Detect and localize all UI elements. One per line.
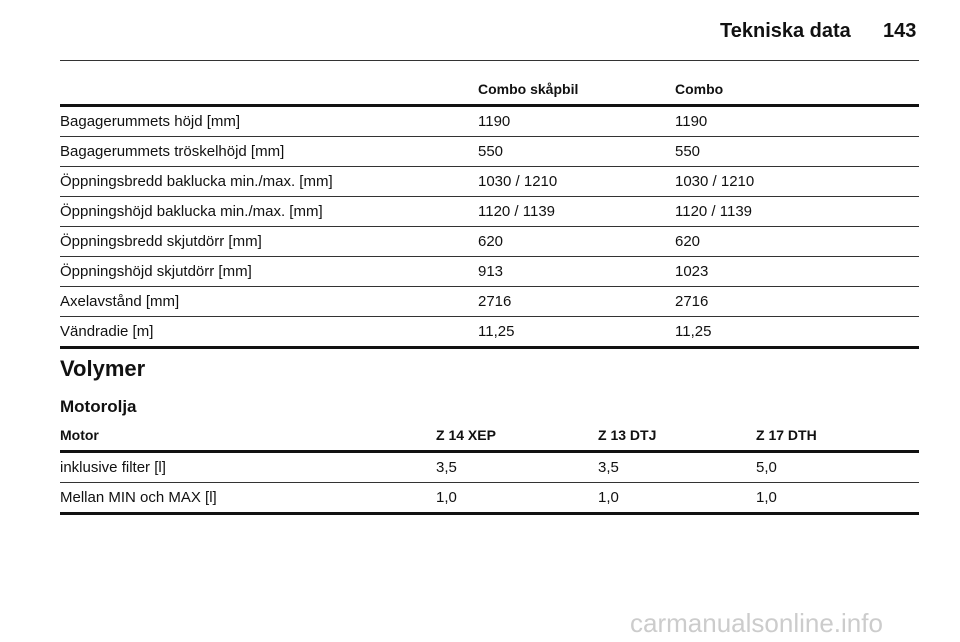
- rule: [60, 60, 919, 61]
- header-title: Tekniska data: [720, 20, 851, 42]
- cell: inklusive filter [l]: [60, 451, 436, 483]
- cell: 2716: [675, 286, 919, 317]
- cell: Vändradie [m]: [60, 316, 478, 349]
- cell: 1,0: [598, 482, 756, 515]
- cell: 1120 / 1139: [478, 196, 675, 227]
- cell: 1023: [675, 256, 919, 287]
- cell: 913: [478, 256, 675, 287]
- section-title: Volymer: [60, 356, 146, 381]
- cell: 1030 / 1210: [675, 166, 919, 197]
- cell: 620: [675, 226, 919, 257]
- subsection-title: Motorolja: [60, 397, 137, 416]
- column-header: Z 14 XEP: [436, 420, 598, 453]
- table: Motor Z 14 XEP Z 13 DTJ Z 17 DTH inklusive f…: [60, 420, 919, 515]
- column-header: Combo: [675, 74, 919, 107]
- cell: 5,0: [756, 451, 919, 483]
- column-header: [60, 74, 478, 107]
- cell: 3,5: [598, 451, 756, 483]
- cell: 1,0: [436, 482, 598, 515]
- column-header: Combo skåpbil: [478, 74, 675, 107]
- column-header: Motor: [60, 420, 436, 453]
- cell: Bagagerummets tröskelhöjd [mm]: [60, 136, 478, 167]
- cell: 550: [478, 136, 675, 167]
- cell: Öppningsbredd baklucka min./max. [mm]: [60, 166, 478, 197]
- page-number: 143: [883, 20, 917, 42]
- cell: 620: [478, 226, 675, 257]
- column-header: Z 17 DTH: [756, 420, 919, 453]
- cell: 2716: [478, 286, 675, 317]
- cell: Bagagerummets höjd [mm]: [60, 105, 478, 137]
- cell: 1120 / 1139: [675, 196, 919, 227]
- cell: 1030 / 1210: [478, 166, 675, 197]
- cell: Öppningshöjd skjutdörr [mm]: [60, 256, 478, 287]
- cell: 550: [675, 136, 919, 167]
- cell: 1190: [675, 105, 919, 137]
- table: Combo skåpbil Combo Bagagerummets höjd [mm…: [60, 74, 919, 349]
- cell: 11,25: [675, 316, 919, 349]
- column-header: Z 13 DTJ: [598, 420, 756, 453]
- cell: Axelavstånd [mm]: [60, 286, 478, 317]
- cell: 1190: [478, 105, 675, 137]
- cell: 11,25: [478, 316, 675, 349]
- watermark: carmanualsonline.info: [630, 608, 883, 638]
- cell: 3,5: [436, 451, 598, 483]
- cell: Mellan MIN och MAX [l]: [60, 482, 436, 515]
- cell: Öppningsbredd skjutdörr [mm]: [60, 226, 478, 257]
- cell: 1,0: [756, 482, 919, 515]
- cell: Öppningshöjd baklucka min./max. [mm]: [60, 196, 478, 227]
